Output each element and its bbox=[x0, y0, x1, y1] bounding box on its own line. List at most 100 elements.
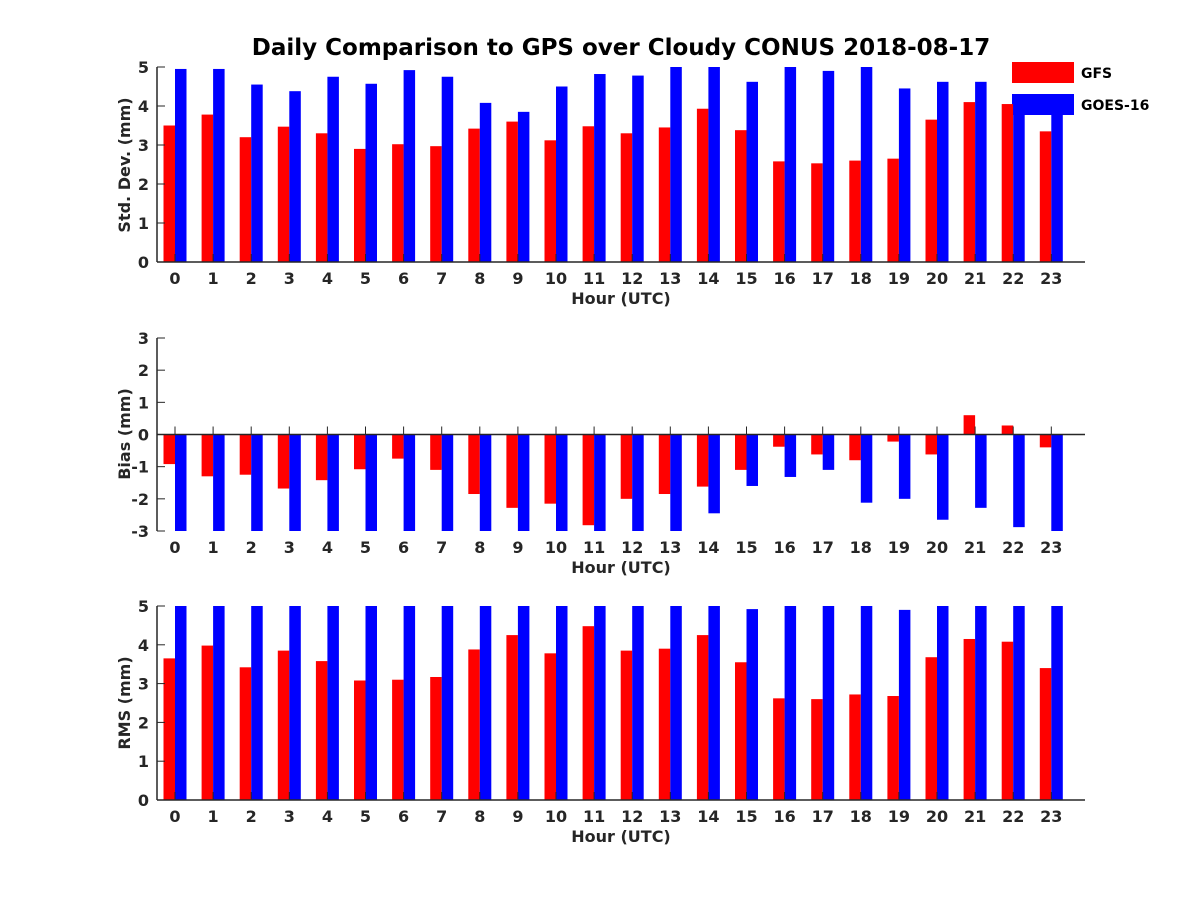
legend-swatch-gfs bbox=[1012, 62, 1074, 83]
y-tick-label: -1 bbox=[131, 458, 149, 477]
bar-gfs-hour-1 bbox=[201, 114, 214, 262]
y-tick-label: 2 bbox=[138, 361, 149, 380]
bar-gfs-hour-16 bbox=[773, 698, 785, 800]
bar-goes-16-hour-9 bbox=[517, 434, 530, 531]
bar-goes-16-hour-4 bbox=[327, 76, 339, 262]
bar-goes-16-hour-14 bbox=[708, 434, 720, 514]
bar-gfs-hour-16 bbox=[773, 434, 785, 447]
x-tick-label: 23 bbox=[1040, 807, 1062, 826]
bar-goes-16-hour-23 bbox=[1051, 606, 1063, 800]
x-tick-label: 8 bbox=[474, 269, 485, 288]
x-tick-label: 8 bbox=[474, 807, 485, 826]
bar-gfs-hour-23 bbox=[1039, 131, 1052, 262]
rms-y-axis-label: RMS (mm) bbox=[115, 656, 134, 749]
bar-goes-16-hour-16 bbox=[784, 606, 797, 800]
legend-label-gfs: GFS bbox=[1081, 66, 1112, 82]
x-tick-label: 1 bbox=[208, 269, 219, 288]
x-tick-label: 23 bbox=[1040, 538, 1062, 557]
x-tick-label: 12 bbox=[621, 538, 643, 557]
bar-goes-16-hour-8 bbox=[479, 434, 492, 531]
x-tick-label: 16 bbox=[773, 538, 795, 557]
x-tick-label: 13 bbox=[659, 269, 681, 288]
bar-goes-16-hour-2 bbox=[251, 84, 263, 262]
y-tick-label: 3 bbox=[138, 675, 149, 694]
x-tick-label: 20 bbox=[926, 807, 948, 826]
bar-gfs-hour-7 bbox=[430, 146, 442, 262]
bar-goes-16-hour-5 bbox=[365, 83, 377, 263]
bar-gfs-hour-23 bbox=[1039, 434, 1052, 448]
bar-goes-16-hour-4 bbox=[327, 606, 339, 800]
bar-gfs-hour-12 bbox=[620, 434, 633, 499]
bar-goes-16-hour-7 bbox=[441, 76, 454, 262]
bar-goes-16-hour-0 bbox=[175, 68, 187, 262]
bar-gfs-hour-6 bbox=[392, 434, 404, 459]
x-tick-label: 9 bbox=[512, 538, 523, 557]
x-tick-label: 7 bbox=[436, 538, 447, 557]
x-tick-label: 15 bbox=[735, 538, 757, 557]
bar-goes-16-hour-23 bbox=[1051, 106, 1063, 262]
x-tick-label: 0 bbox=[169, 269, 180, 288]
y-tick-label: 3 bbox=[138, 136, 149, 155]
x-tick-label: 7 bbox=[436, 269, 447, 288]
bar-gfs-hour-13 bbox=[658, 127, 671, 262]
bar-goes-16-hour-3 bbox=[289, 434, 301, 531]
bar-goes-16-hour-23 bbox=[1051, 434, 1063, 531]
bar-goes-16-hour-9 bbox=[517, 606, 530, 800]
bar-goes-16-hour-20 bbox=[937, 434, 949, 520]
rms-bars bbox=[163, 606, 1063, 800]
bar-gfs-hour-6 bbox=[392, 144, 404, 262]
bar-goes-16-hour-5 bbox=[365, 434, 377, 531]
x-tick-label: 14 bbox=[697, 807, 719, 826]
x-tick-label: 8 bbox=[474, 538, 485, 557]
bar-gfs-hour-15 bbox=[735, 662, 747, 800]
x-tick-label: 3 bbox=[284, 538, 295, 557]
bar-goes-16-hour-2 bbox=[251, 434, 263, 531]
bar-gfs-hour-14 bbox=[696, 434, 709, 487]
bar-goes-16-hour-20 bbox=[937, 606, 949, 800]
chart-title: Daily Comparison to GPS over Cloudy CONU… bbox=[252, 35, 990, 61]
bar-goes-16-hour-18 bbox=[860, 606, 873, 800]
bar-gfs-hour-5 bbox=[354, 148, 366, 262]
x-tick-label: 21 bbox=[964, 538, 986, 557]
bar-goes-16-hour-2 bbox=[251, 606, 263, 800]
x-tick-label: 21 bbox=[964, 269, 986, 288]
bar-gfs-hour-2 bbox=[239, 667, 252, 800]
bar-goes-16-hour-1 bbox=[213, 68, 225, 262]
x-tick-label: 11 bbox=[583, 807, 605, 826]
y-tick-label: 1 bbox=[138, 752, 149, 771]
x-tick-label: 21 bbox=[964, 807, 986, 826]
bar-gfs-hour-9 bbox=[506, 635, 518, 800]
bar-goes-16-hour-8 bbox=[479, 102, 492, 262]
bar-goes-16-hour-12 bbox=[632, 434, 644, 531]
bar-gfs-hour-7 bbox=[430, 677, 442, 800]
bar-goes-16-hour-10 bbox=[556, 606, 568, 800]
bar-gfs-hour-19 bbox=[887, 158, 899, 262]
y-tick-label: 5 bbox=[138, 58, 149, 77]
bar-gfs-hour-18 bbox=[849, 694, 861, 800]
x-tick-label: 5 bbox=[360, 269, 371, 288]
bar-gfs-hour-23 bbox=[1039, 668, 1052, 800]
bar-gfs-hour-12 bbox=[620, 133, 633, 262]
bar-goes-16-hour-10 bbox=[556, 86, 568, 262]
bar-gfs-hour-6 bbox=[392, 679, 404, 800]
x-tick-label: 12 bbox=[621, 807, 643, 826]
bar-gfs-hour-1 bbox=[201, 645, 214, 800]
x-tick-label: 18 bbox=[850, 269, 872, 288]
bar-gfs-hour-4 bbox=[315, 133, 328, 262]
bar-gfs-hour-21 bbox=[963, 102, 976, 262]
bar-goes-16-hour-6 bbox=[403, 70, 416, 263]
bar-goes-16-hour-3 bbox=[289, 606, 301, 800]
bar-gfs-hour-11 bbox=[582, 434, 595, 526]
bar-gfs-hour-2 bbox=[239, 137, 252, 262]
bar-gfs-hour-14 bbox=[696, 108, 709, 262]
bar-goes-16-hour-12 bbox=[632, 606, 644, 800]
bar-goes-16-hour-21 bbox=[975, 81, 987, 262]
bar-gfs-hour-13 bbox=[658, 434, 671, 495]
bar-gfs-hour-8 bbox=[468, 434, 480, 495]
x-tick-label: 17 bbox=[812, 269, 834, 288]
bar-gfs-hour-22 bbox=[1001, 425, 1014, 435]
x-tick-label: 9 bbox=[512, 807, 523, 826]
bar-goes-16-hour-11 bbox=[594, 606, 606, 800]
x-tick-label: 23 bbox=[1040, 269, 1062, 288]
